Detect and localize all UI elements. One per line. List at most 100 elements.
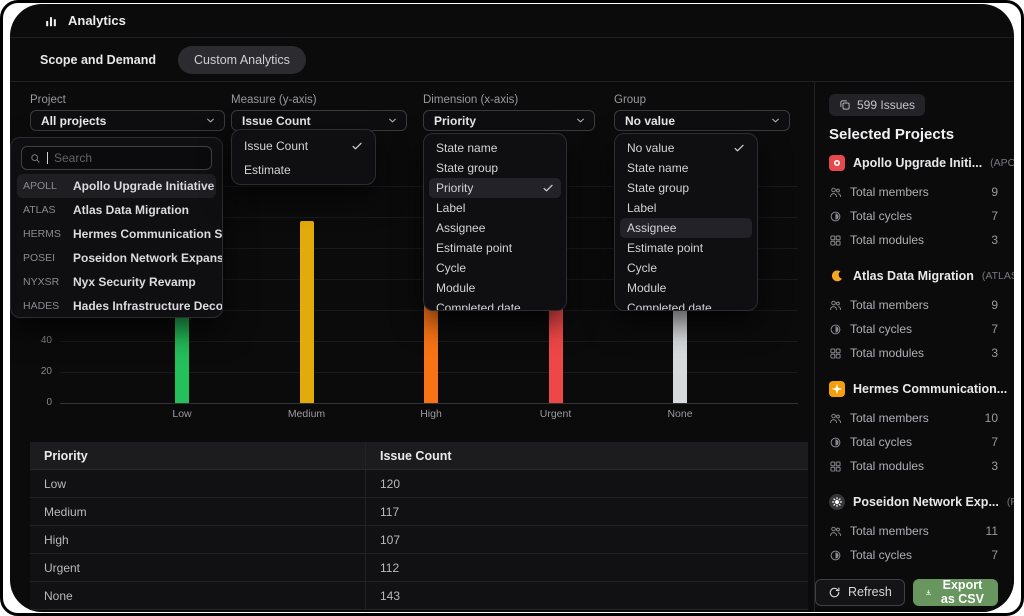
project-option-label: Atlas Data Migration [73,203,190,217]
dimension-option-completed-date[interactable]: Completed date [429,298,561,310]
project-list: Apollo Upgrade Initi... (APOLL) Total memb… [815,149,1014,612]
project-name: Hermes Communication... [853,382,1008,396]
x-axis-label-low: Low [172,408,192,420]
project-code: (ATLAS) [981,270,1014,282]
measure-option-estimate[interactable]: Estimate [237,158,370,182]
select-project[interactable]: All projects [30,110,225,131]
filter-label: Group [614,94,646,106]
cell-issue-count: 120 [365,470,808,497]
stat-value: 3 [991,233,998,247]
cell-priority: Low [44,476,67,491]
menu-option-label: Cycle [627,261,658,275]
dimension-option-priority[interactable]: Priority [429,178,561,198]
select-dimension-x-axis[interactable]: Priority [423,110,595,131]
stat-value: 7 [991,548,998,562]
cell-issue-count: 107 [365,526,808,553]
check-icon [351,140,363,152]
export-csv-button[interactable]: Export as CSV [912,578,998,606]
table-row: High 107 [30,526,808,554]
issues-count-badge: 599 Issues [829,94,926,116]
group-option-state-name[interactable]: State name [620,158,752,178]
dimension-option-state-group[interactable]: State group [429,158,561,178]
issues-count-text: 599 Issues [857,98,916,112]
project-option-apoll[interactable]: APOLL Apollo Upgrade Initiative [17,174,216,198]
project-search-input[interactable]: Search [21,146,212,170]
select-value: Priority [434,113,477,128]
project-card-header[interactable]: Atlas Data Migration (ATLAS) [829,268,1014,284]
group-option-assignee[interactable]: Assignee [620,218,752,238]
stat-value: 7 [991,322,998,336]
column-header-issue-count: Issue Count [365,442,808,469]
stat-row-total-cycles: Total cycles 7 [829,204,998,228]
group-dropdown-panel: No value State name State group Label Assign… [614,133,758,311]
group-option-completed-date[interactable]: Completed date [620,298,752,310]
project-card-header[interactable]: Hermes Communication...(HERMS) [829,381,1007,397]
module-icon [829,234,842,247]
project-option-atlas[interactable]: ATLAS Atlas Data Migration [17,198,216,222]
project-option-herms[interactable]: HERMS Hermes Communication Suite [17,222,222,246]
select-measure-y-axis[interactable]: Issue Count [231,110,407,131]
menu-option-label: Estimate [244,163,291,177]
group-option-state-group[interactable]: State group [620,178,752,198]
dimension-option-assignee[interactable]: Assignee [429,218,561,238]
stat-row-total-members: Total members 9 [829,293,998,317]
stat-row-total-cycles: Total cycles 7 [829,430,998,454]
y-axis-tick: 40 [40,334,52,346]
table-row: Medium 117 [30,498,808,526]
dimension-option-estimate-point[interactable]: Estimate point [429,238,561,258]
group-option-module[interactable]: Module [620,278,752,298]
project-name: Poseidon Network Exp... [853,495,999,509]
module-icon [829,347,842,360]
tab-custom-analytics[interactable]: Custom Analytics [178,45,306,74]
stat-value: 7 [991,435,998,449]
stat-label: Total members [850,185,929,199]
project-card-header[interactable]: Poseidon Network Exp... (POSEI) [829,494,1014,510]
cell-priority: Medium [44,504,87,519]
tab-scope-and-demand[interactable]: Scope and Demand [40,52,156,67]
stat-row-total-modules: Total modules 3 [829,228,998,252]
table-header-row: Priority Issue Count [30,442,808,470]
dimension-option-module[interactable]: Module [429,278,561,298]
gridline-0 [60,403,798,404]
project-option-posei[interactable]: POSEI Poseidon Network Expansion [17,246,222,270]
results-table: Priority Issue Count Low 120 Medium 117 High 10… [30,442,808,610]
project-dropdown-panel: Search APOLL Apollo Upgrade Initiative ATL… [10,137,223,318]
search-icon [30,153,41,164]
cell-priority: Urgent [44,560,81,575]
app-header: Analytics [10,4,1014,38]
group-option-label[interactable]: Label [620,198,752,218]
project-code: APOLL [23,180,57,192]
group-option-cycle[interactable]: Cycle [620,258,752,278]
stat-value: 9 [991,185,998,199]
chevron-down-icon [575,115,586,126]
people-icon [829,186,842,199]
select-group[interactable]: No value [614,110,790,131]
project-code: (POSEI) [1006,496,1014,508]
chevron-down-icon [205,115,216,126]
dimension-option-label[interactable]: Label [429,198,561,218]
group-option-no-value[interactable]: No value [620,138,752,158]
refresh-button[interactable]: Refresh [815,578,905,606]
filter-dimension-x-axis: Dimension (x-axis) Priority [423,94,595,131]
measure-option-issue-count[interactable]: Issue Count [237,134,370,158]
stat-row-total-members: Total members 10 [829,406,998,430]
menu-option-label: Module [627,281,667,295]
project-option-nyxsr[interactable]: NYXSR Nyx Security Revamp [17,270,216,294]
dimension-option-state-name[interactable]: State name [429,138,561,158]
select-value: All projects [41,113,107,128]
cycle-icon [829,549,842,562]
project-name: Atlas Data Migration [853,269,974,283]
project-code: POSEI [23,252,56,264]
project-card-header[interactable]: Apollo Upgrade Initi... (APOLL) [829,155,1014,171]
cell-issue-count: 112 [365,554,808,581]
dimension-option-cycle[interactable]: Cycle [429,258,561,278]
hermes-star-icon [829,381,845,397]
group-option-estimate-point[interactable]: Estimate point [620,238,752,258]
menu-option-label: No value [627,141,675,155]
bar-chart-icon [44,14,58,28]
page-title: Analytics [68,13,126,28]
stat-value: 3 [991,346,998,360]
project-code: (APOLL) [990,157,1014,169]
project-option-hades[interactable]: HADES Hades Infrastructure Decommission [17,294,222,317]
cell-issue-count: 143 [365,582,808,609]
